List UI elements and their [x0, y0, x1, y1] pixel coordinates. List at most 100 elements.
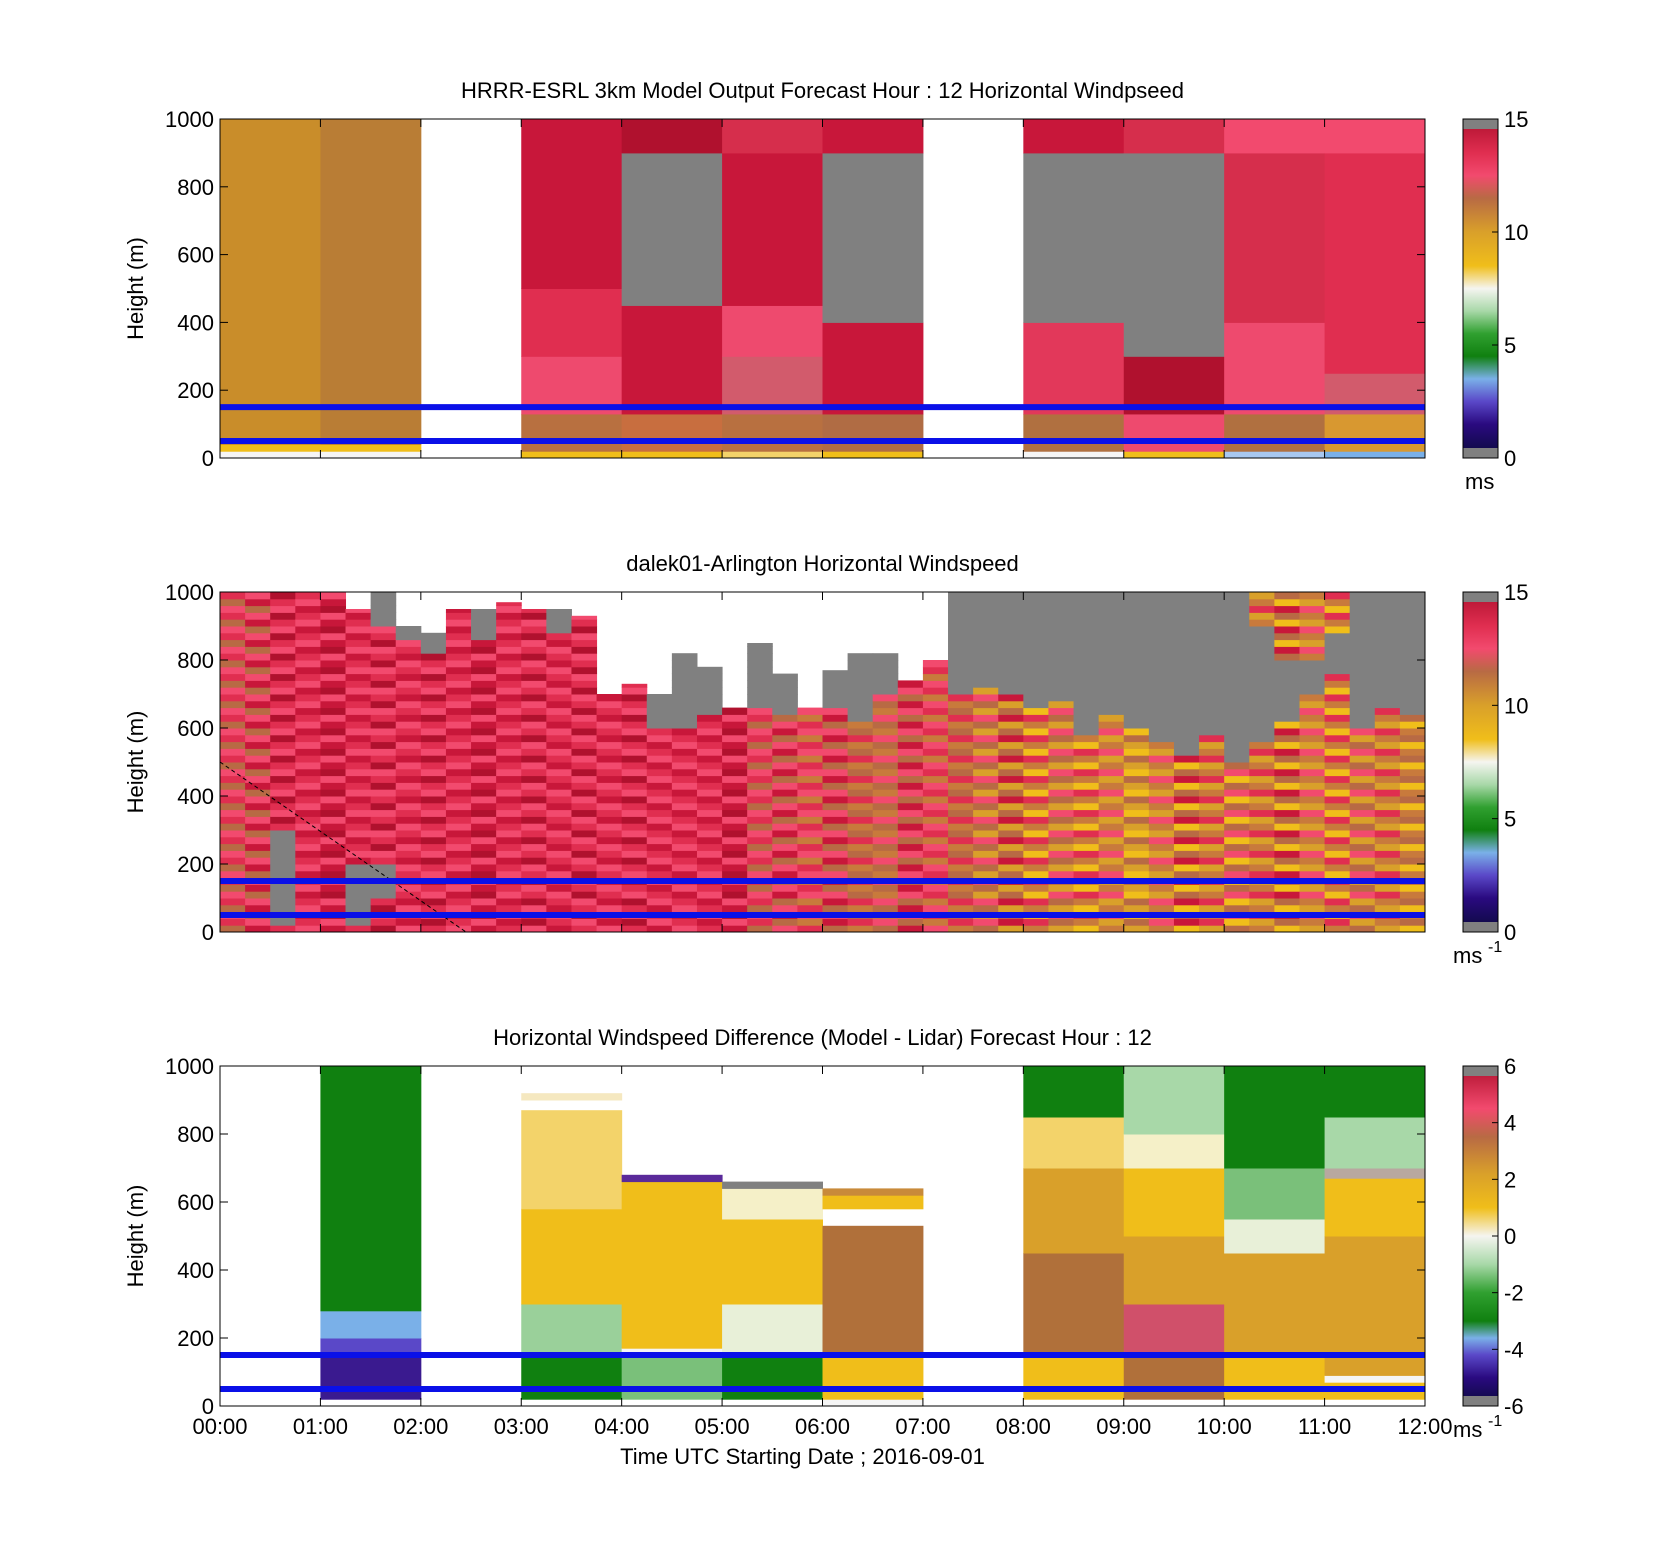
- profile-cell: [370, 728, 397, 736]
- profile-cell: [1148, 592, 1175, 600]
- profile-cell: [998, 857, 1024, 865]
- profile-cell: [445, 694, 472, 702]
- profile-cell: [471, 843, 497, 851]
- profile-cell: [1324, 626, 1351, 634]
- profile-cell: [220, 612, 246, 620]
- profile-cell: [1023, 687, 1049, 695]
- profile-cell: [998, 680, 1024, 688]
- profile-cell: [948, 646, 974, 654]
- profile-cell: [1274, 734, 1300, 743]
- colorbar-tick-label: 10: [1504, 693, 1528, 718]
- profile-cell: [1199, 762, 1225, 770]
- profile-cell: [571, 728, 598, 736]
- profile-cell: [1048, 768, 1075, 777]
- colorbar-tick-label: 0: [1504, 1224, 1516, 1249]
- profile-cell: [270, 639, 296, 647]
- profile-cell: [948, 762, 974, 770]
- profile-cell: [295, 728, 321, 736]
- profile-cell: [872, 755, 899, 763]
- profile-cell: [496, 626, 522, 634]
- profile-cell: [722, 789, 748, 797]
- profile-cell: [1274, 904, 1300, 913]
- profile-cell: [1224, 748, 1250, 756]
- profile-cell: [1148, 700, 1175, 709]
- profile-cell: [1023, 768, 1049, 777]
- profile-cell: [1299, 694, 1326, 702]
- profile-cell: [1098, 612, 1125, 620]
- profile-cell: [370, 687, 397, 695]
- profile-cell: [847, 823, 874, 831]
- profile-cell: [973, 626, 999, 634]
- profile-cell: [1073, 748, 1100, 756]
- profile-cell: [1199, 925, 1225, 933]
- profile-cell: [847, 850, 874, 858]
- profile-cell: [1123, 653, 1150, 661]
- profile-cell: [1173, 646, 1200, 654]
- profile-cell: [1224, 775, 1250, 783]
- profile-cell: [646, 802, 673, 811]
- profile-cell: [696, 884, 723, 892]
- profile-cell: [420, 918, 447, 926]
- profile-cell: [471, 823, 497, 831]
- profile-cell: [320, 918, 347, 926]
- profile-cell: [395, 734, 422, 743]
- profile-cell: [1224, 830, 1250, 838]
- x-axis-label: Time UTC Starting Date ; 2016-09-01: [620, 1444, 985, 1469]
- profile-cell: [420, 843, 447, 851]
- profile-cell: [1374, 891, 1401, 899]
- profile-cell: [1199, 741, 1225, 749]
- chart-title: dalek01-Arlington Horizontal Windspeed: [626, 551, 1019, 576]
- profile-cell: [696, 700, 723, 709]
- profile-cell: [320, 707, 347, 715]
- profile-cell: [1173, 898, 1200, 906]
- profile-cell: [1249, 925, 1275, 933]
- profile-cell: [1023, 626, 1049, 634]
- profile-cell: [1399, 809, 1426, 817]
- profile-cell: [1098, 660, 1125, 668]
- profile-cell: [847, 789, 874, 797]
- profile-cell: [1148, 755, 1175, 763]
- profile-cell: [1073, 687, 1100, 695]
- profile-cell: [621, 830, 648, 838]
- profile-cell: [1098, 857, 1125, 865]
- profile-cell: [521, 816, 547, 824]
- profile-cell: [1249, 632, 1275, 641]
- profile-cell: [1324, 836, 1351, 845]
- profile-cell: [621, 775, 648, 783]
- profile-cell: [1224, 721, 1250, 729]
- profile-cell: [596, 748, 623, 756]
- profile-cell: [596, 707, 623, 715]
- profile-cell: [320, 673, 347, 681]
- profile-cell: [370, 741, 397, 749]
- profile-cell: [797, 870, 823, 879]
- profile-cell: [1374, 925, 1401, 933]
- profile-cell: [1374, 598, 1401, 607]
- profile-cell: [671, 918, 698, 926]
- profile-cell: [245, 830, 271, 838]
- profile-cell: [546, 687, 572, 695]
- profile-cell: [295, 687, 321, 695]
- heatmap-cell: [1123, 1066, 1225, 1135]
- profile-cell: [270, 632, 296, 641]
- profile-cell: [1148, 891, 1175, 899]
- profile-cell: [546, 809, 572, 817]
- profile-cell: [345, 782, 372, 790]
- profile-cell: [847, 782, 874, 790]
- profile-cell: [671, 687, 698, 695]
- profile-cell: [671, 721, 698, 729]
- profile-cell: [1274, 782, 1300, 790]
- profile-cell: [370, 768, 397, 777]
- profile-cell: [948, 626, 974, 634]
- profile-cell: [998, 728, 1024, 736]
- profile-cell: [696, 707, 723, 715]
- profile-cell: [1123, 925, 1150, 933]
- profile-cell: [897, 850, 924, 858]
- profile-cell: [1148, 639, 1175, 647]
- profile-cell: [696, 850, 723, 858]
- profile-cell: [345, 728, 372, 736]
- profile-cell: [521, 789, 547, 797]
- profile-cell: [872, 884, 899, 892]
- profile-cell: [571, 816, 598, 824]
- profile-cell: [1023, 864, 1049, 872]
- profile-cell: [395, 741, 422, 749]
